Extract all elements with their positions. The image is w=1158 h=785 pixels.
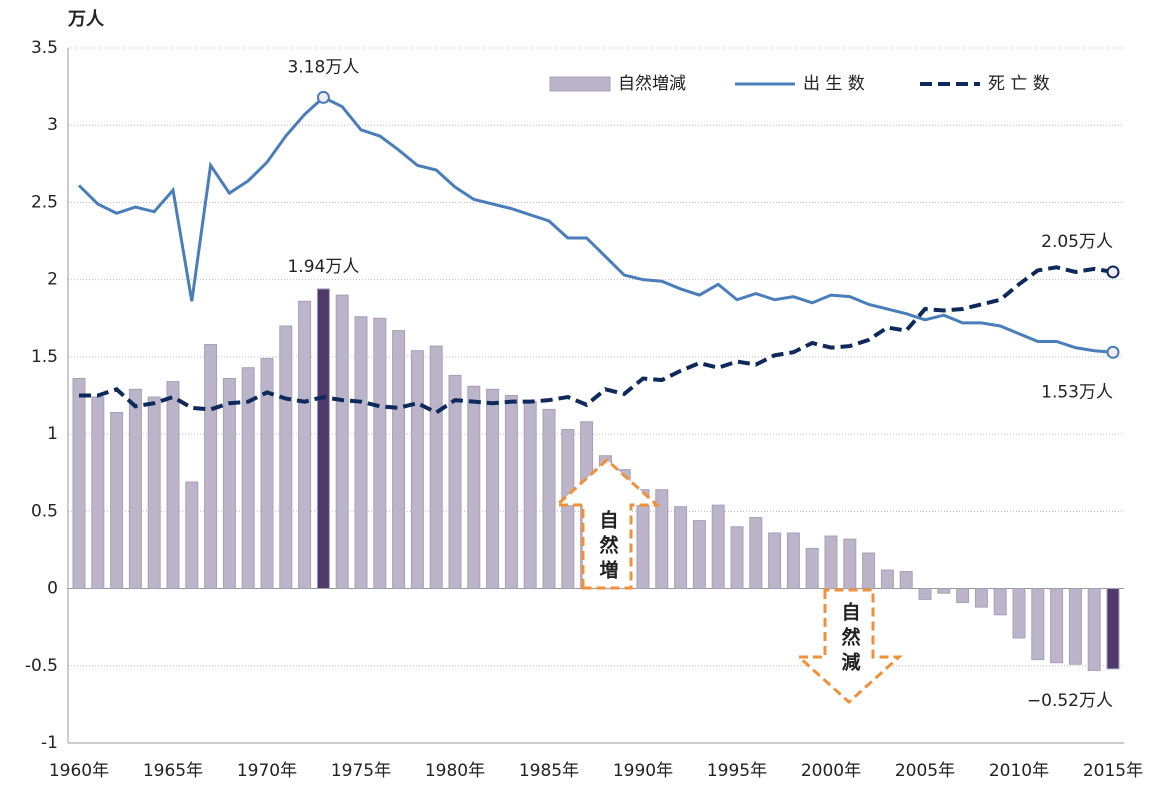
bar bbox=[1106, 588, 1120, 670]
annotation-text: 自然減 bbox=[839, 601, 861, 677]
bar bbox=[241, 367, 255, 590]
bar bbox=[880, 569, 894, 590]
bar bbox=[279, 325, 293, 590]
y-tick-label: 1 bbox=[47, 424, 58, 444]
y-tick-label: 0.5 bbox=[31, 501, 58, 521]
bar bbox=[768, 532, 782, 590]
bar bbox=[467, 385, 481, 590]
x-tick-label: 1960年 bbox=[49, 761, 109, 781]
y-tick-label: 0 bbox=[47, 579, 58, 599]
bar bbox=[1031, 588, 1045, 661]
point-marker bbox=[1106, 265, 1120, 279]
data-label: 1.53万人 bbox=[1041, 382, 1113, 402]
bar bbox=[862, 552, 876, 590]
bar bbox=[523, 401, 537, 590]
y-tick-label: 2 bbox=[47, 270, 58, 290]
bar bbox=[504, 395, 518, 590]
y-tick-label: 2.5 bbox=[31, 192, 58, 212]
bar bbox=[956, 588, 970, 603]
x-tick-label: 1980年 bbox=[425, 761, 485, 781]
bar bbox=[448, 374, 462, 590]
bar bbox=[110, 411, 124, 590]
x-tick-label: 2015年 bbox=[1083, 761, 1143, 781]
bar bbox=[1050, 588, 1064, 664]
y-tick-label: 1.5 bbox=[31, 347, 58, 367]
bar bbox=[786, 532, 800, 590]
y-tick-label: -0.5 bbox=[25, 656, 58, 676]
y-tick-label: 3.5 bbox=[31, 38, 58, 58]
bar bbox=[1068, 588, 1082, 665]
bar bbox=[730, 526, 744, 590]
bar bbox=[542, 408, 556, 590]
bar bbox=[373, 317, 387, 590]
bar bbox=[222, 378, 236, 590]
legend-label: 自然増減 bbox=[618, 74, 686, 94]
x-tick-label: 1975年 bbox=[331, 761, 391, 781]
annotation-arrow: 自然減 bbox=[795, 588, 903, 705]
bar bbox=[674, 506, 688, 590]
bar bbox=[298, 300, 312, 590]
bar bbox=[843, 538, 857, 590]
bar bbox=[692, 520, 706, 590]
data-label: 3.18万人 bbox=[287, 57, 359, 77]
bar bbox=[993, 588, 1007, 616]
bar bbox=[1012, 588, 1026, 639]
annotation-text: 自然増 bbox=[597, 509, 619, 585]
bar bbox=[91, 396, 105, 590]
bar bbox=[147, 396, 161, 590]
data-label: 2.05万人 bbox=[1041, 232, 1113, 252]
bar bbox=[655, 489, 669, 590]
data-label: 1.94万人 bbox=[287, 257, 359, 277]
bar bbox=[711, 504, 725, 590]
legend-label: 出 生 数 bbox=[803, 74, 865, 94]
x-tick-label: 1995年 bbox=[707, 761, 767, 781]
bar bbox=[486, 388, 500, 590]
bar bbox=[316, 288, 330, 590]
bar bbox=[185, 481, 199, 590]
bar bbox=[128, 388, 142, 590]
x-tick-label: 1985年 bbox=[519, 761, 579, 781]
bar bbox=[918, 588, 932, 600]
bar bbox=[561, 428, 575, 590]
bar bbox=[166, 381, 180, 590]
bar bbox=[805, 547, 819, 590]
x-tick-label: 2005年 bbox=[895, 761, 955, 781]
x-tick-label: 2000年 bbox=[801, 761, 861, 781]
bar bbox=[1087, 588, 1101, 671]
bar bbox=[937, 588, 951, 594]
bar bbox=[899, 571, 913, 590]
bar bbox=[335, 294, 349, 590]
x-tick-label: 1965年 bbox=[143, 761, 203, 781]
x-tick-label: 2010年 bbox=[989, 761, 1049, 781]
arrow-shape bbox=[553, 457, 661, 590]
annotation-arrow: 自然増 bbox=[553, 457, 661, 590]
bar bbox=[354, 316, 368, 590]
point-marker bbox=[1106, 345, 1120, 359]
line bbox=[77, 95, 1114, 354]
x-tick-label: 1990年 bbox=[613, 761, 673, 781]
data-label: −0.52万人 bbox=[1027, 691, 1113, 711]
bar bbox=[824, 535, 838, 590]
bar bbox=[749, 517, 763, 590]
arrow-shape bbox=[795, 588, 903, 705]
x-tick-label: 1970年 bbox=[237, 761, 297, 781]
bar bbox=[72, 378, 86, 590]
legend-label: 死 亡 数 bbox=[988, 74, 1050, 94]
y-unit-label: 万人 bbox=[67, 9, 105, 30]
bar bbox=[410, 350, 424, 590]
y-tick-label: -1 bbox=[41, 733, 58, 753]
bar bbox=[260, 357, 274, 590]
bar bbox=[392, 330, 406, 590]
point-marker bbox=[316, 90, 330, 104]
bar bbox=[636, 489, 650, 590]
bar bbox=[974, 588, 988, 608]
bar bbox=[429, 345, 443, 590]
y-tick-label: 3 bbox=[47, 115, 58, 135]
legend-swatch bbox=[549, 76, 611, 92]
line bbox=[79, 265, 1114, 415]
bar bbox=[204, 344, 218, 590]
